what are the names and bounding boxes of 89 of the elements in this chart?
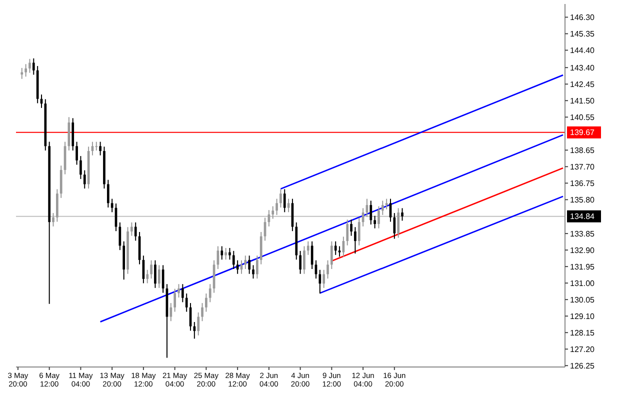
- candlestick: [56, 188, 58, 222]
- y-tick-label: 146.30: [570, 13, 596, 22]
- y-tick-label: 132.90: [570, 246, 596, 255]
- candlestick: [224, 247, 227, 260]
- candlestick: [158, 264, 160, 288]
- candlestick: [60, 165, 62, 198]
- candlestick: [322, 269, 326, 288]
- candlestick: [252, 264, 254, 280]
- y-tick-label: 136.75: [570, 178, 596, 188]
- candlestick: [256, 255, 258, 280]
- y-tick-label: 135.80: [570, 195, 596, 204]
- y-tick-label: 145.35: [570, 30, 596, 39]
- y-tick-label: 128.15: [570, 328, 596, 338]
- candlestick: [338, 246, 341, 258]
- candlestick: [154, 260, 156, 288]
- y-tick-label: 131.95: [570, 262, 596, 272]
- candlestick: [306, 240, 310, 256]
- candlestick: [385, 198, 388, 210]
- y-tick-label: 131.00: [570, 278, 596, 288]
- candlestick: [370, 200, 372, 226]
- candlestick: [378, 206, 380, 229]
- candlestick: [106, 179, 110, 208]
- candlestick: [181, 284, 184, 303]
- candlestick: [20, 67, 24, 80]
- candlestick: [185, 292, 188, 312]
- candlestick: [208, 284, 212, 303]
- candlestick: [318, 269, 322, 294]
- candlestick: [146, 269, 149, 284]
- candlestick: [299, 250, 302, 274]
- y-tick-label: 130.05: [570, 295, 596, 304]
- candlestick: [80, 156, 82, 180]
- candlestick: [201, 302, 204, 322]
- candlestick: [52, 212, 54, 227]
- candlestick: [303, 246, 306, 274]
- y-tick-label: 143.40: [570, 63, 596, 72]
- candlestick: [110, 198, 114, 213]
- candlestick: [150, 260, 152, 280]
- candlestick: [205, 292, 208, 312]
- candlestick: [32, 58, 35, 76]
- y-tick-label: 129.10: [570, 312, 596, 321]
- candlestick: [248, 255, 250, 274]
- y-tick-label: 133.85: [570, 229, 596, 238]
- candlestick: [83, 170, 86, 190]
- y-tick-label: 144.40: [570, 46, 596, 56]
- candlestick: [330, 240, 333, 270]
- candlestick: [260, 231, 262, 265]
- candlestick: [354, 226, 356, 254]
- candlestick: [232, 250, 235, 270]
- candlestick: [193, 321, 196, 340]
- candlestick: [397, 208, 400, 238]
- candlestick: [244, 255, 247, 270]
- candlestick: [393, 212, 396, 240]
- candlestick: [334, 240, 337, 256]
- candlestick: [72, 118, 74, 151]
- candlestick: [174, 288, 176, 312]
- candlestick: [134, 222, 137, 242]
- y-tick-label: 138.65: [570, 146, 596, 155]
- candlestick: [358, 217, 360, 246]
- ref-line-label: 134.84: [570, 212, 596, 222]
- candlestick: [374, 215, 376, 229]
- ref-line-label: 139.67: [570, 128, 596, 138]
- candlestick: [228, 247, 231, 260]
- candlestick: [287, 198, 290, 213]
- candlestick: [346, 219, 349, 246]
- candlestick: [276, 198, 278, 216]
- y-tick-label: 126.25: [570, 361, 596, 370]
- candlestick: [178, 284, 180, 298]
- y-tick-label: 141.50: [570, 96, 596, 106]
- y-tick-label: 137.70: [570, 162, 596, 172]
- candlestick: [381, 200, 384, 216]
- y-tick-label: 127.20: [570, 344, 596, 354]
- candlestick: [28, 58, 31, 74]
- candlestick: [283, 188, 286, 213]
- candlestick: [326, 260, 329, 280]
- candlestick: [170, 302, 172, 322]
- candlestick: [122, 240, 126, 280]
- candlestick: [272, 206, 274, 220]
- candlestick: [401, 208, 404, 222]
- y-tick-label: 140.55: [570, 112, 596, 122]
- candlestick: [99, 141, 102, 156]
- candlestick: [130, 222, 133, 236]
- candlestick: [197, 312, 200, 336]
- y-tick-label: 142.45: [570, 80, 596, 89]
- candlestick: [350, 219, 352, 236]
- candlestick: [118, 222, 122, 251]
- candlestick: [24, 64, 27, 78]
- candlestick: [76, 141, 78, 166]
- candlestick: [280, 188, 282, 208]
- candlestick: [220, 246, 224, 260]
